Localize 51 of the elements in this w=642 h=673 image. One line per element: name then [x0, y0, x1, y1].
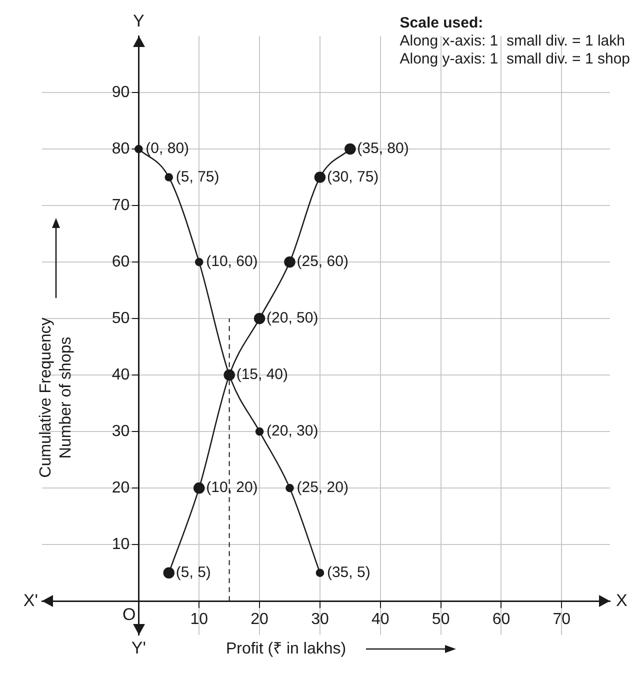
- point: [255, 427, 264, 436]
- y-tick-label: 30: [112, 422, 130, 440]
- y-tick-label: 20: [112, 479, 130, 496]
- data-label: (5, 5): [176, 564, 211, 581]
- data-label: (20, 50): [266, 310, 318, 327]
- point: [134, 144, 143, 154]
- x-tick-label: 40: [371, 611, 390, 628]
- data-label: (25, 20): [296, 479, 348, 496]
- data-label: (25, 60): [296, 253, 348, 270]
- data-label: (15, 40): [236, 366, 288, 384]
- text: Y: [133, 12, 144, 31]
- x-tick-label: 20: [250, 611, 269, 628]
- annotation: Along x-axis: 1 small div. = 1 lakh: [400, 32, 625, 50]
- point: [163, 567, 175, 578]
- data-label: (35, 5): [326, 564, 370, 581]
- y-axis-title: Cumulative Frequency Number of shops: [37, 318, 74, 478]
- data-label: (35, 80): [357, 140, 409, 158]
- data-label: (0, 80): [146, 140, 190, 158]
- data-label: (5, 75): [176, 168, 220, 186]
- data-label: (10, 60): [206, 253, 258, 270]
- text: Y': [131, 638, 146, 658]
- y-tick-label: 40: [112, 366, 130, 384]
- x-axis-title: Profit (₹ in lakhs): [226, 640, 346, 658]
- point: [164, 173, 174, 182]
- point: [284, 256, 296, 268]
- y-tick-label: 80: [112, 140, 130, 158]
- annotation: Along y-axis: 1 small div. = 1 shop: [400, 50, 630, 68]
- text: Scale used:: [400, 14, 484, 32]
- x-tick-label: 50: [432, 611, 450, 628]
- point: [316, 568, 324, 577]
- x-tick-label: 10: [190, 611, 208, 628]
- point: [344, 143, 356, 155]
- y-tick-label: 10: [112, 536, 130, 553]
- text: X': [23, 590, 38, 610]
- annotation: O: [122, 604, 136, 624]
- data-label: (10, 20): [206, 479, 258, 496]
- y-tick-label: 60: [112, 253, 130, 270]
- y-tick-label: 70: [112, 196, 130, 214]
- point: [194, 258, 204, 266]
- point: [254, 312, 266, 324]
- point: [193, 482, 205, 494]
- y-tick-label: 50: [112, 310, 130, 327]
- point: [314, 172, 326, 183]
- data-label: (30, 75): [326, 168, 379, 186]
- y-tick-label: 90: [112, 84, 130, 101]
- data-label: (20, 30): [266, 422, 318, 440]
- text: X: [616, 590, 628, 610]
- x-tick-label: 60: [492, 611, 510, 628]
- x-tick-label: 70: [552, 611, 571, 628]
- x-tick-label: 30: [311, 611, 329, 628]
- point: [286, 484, 294, 492]
